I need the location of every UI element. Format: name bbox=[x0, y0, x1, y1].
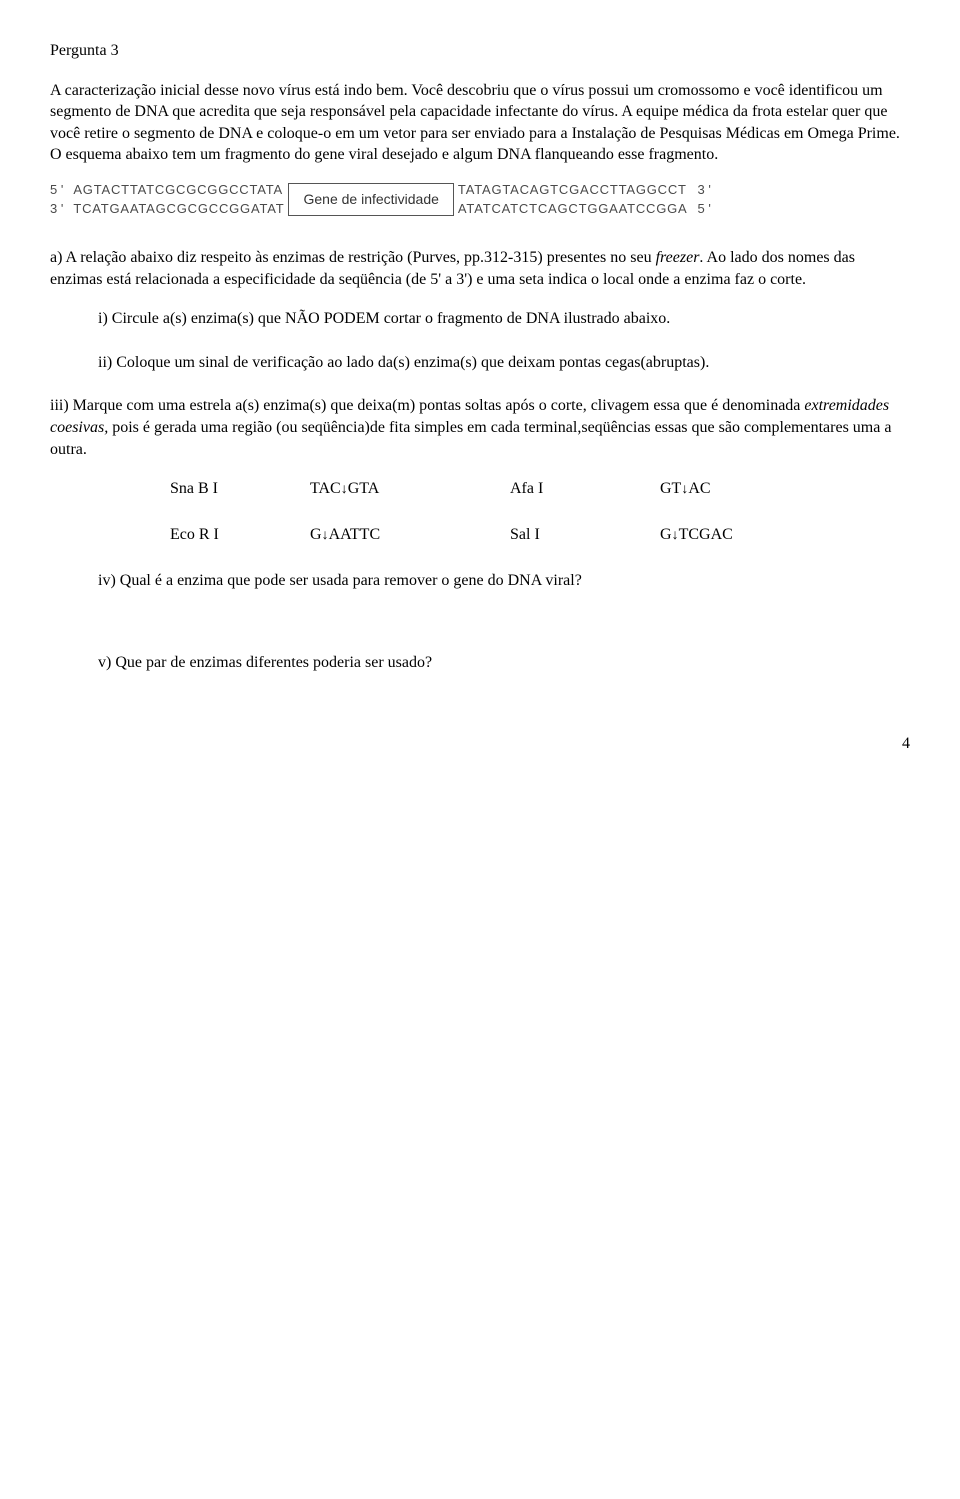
right-sequence-column: TATAGTACAGTCGACCTTAGGCCT ATATCATCTCAGCTG… bbox=[458, 180, 688, 219]
seq-part: TAC bbox=[310, 480, 341, 497]
page-number: 4 bbox=[50, 733, 910, 755]
sub-question-iii: iii) Marque com uma estrela a(s) enzima(… bbox=[50, 395, 910, 460]
prime-label: 5 ' bbox=[50, 180, 63, 200]
seq-part: AATTC bbox=[329, 526, 381, 543]
part-a-prefix: a) A relação abaixo diz respeito às enzi… bbox=[50, 249, 656, 266]
dna-sequence: AGTACTTATCGCGCGGCCTATA bbox=[73, 180, 284, 200]
sub-question-v: v) Que par de enzimas diferentes poderia… bbox=[98, 652, 910, 674]
part-a-italic: freezer bbox=[656, 249, 700, 266]
enzyme-sequence: G↓AATTC bbox=[310, 524, 510, 546]
seq-part: G bbox=[660, 526, 672, 543]
sub-question-ii: ii) Coloque um sinal de verificação ao l… bbox=[98, 352, 870, 374]
enzyme-name: Afa I bbox=[510, 478, 660, 500]
enzyme-name: Sna B I bbox=[170, 478, 310, 500]
enzyme-sequence: TAC↓GTA bbox=[310, 478, 510, 500]
part-a-text: a) A relação abaixo diz respeito às enzi… bbox=[50, 247, 910, 290]
prime-label: 5 ' bbox=[698, 199, 711, 219]
sub-question-i: i) Circule a(s) enzima(s) que NÃO PODEM … bbox=[98, 308, 870, 330]
enzyme-sequence: G↓TCGAC bbox=[660, 524, 810, 546]
prime-label: 3 ' bbox=[50, 199, 63, 219]
dna-sequence: TATAGTACAGTCGACCTTAGGCCT bbox=[458, 180, 688, 200]
seq-part: GTA bbox=[348, 480, 380, 497]
seq-part: TCGAC bbox=[679, 526, 733, 543]
question-heading: Pergunta 3 bbox=[50, 40, 910, 62]
enzyme-name: Eco R I bbox=[170, 524, 310, 546]
seq-part: G bbox=[310, 526, 322, 543]
dna-sequence: ATATCATCTCAGCTGGAATCCGGA bbox=[458, 199, 688, 219]
sub-iii-prefix: iii) Marque com uma estrela a(s) enzima(… bbox=[50, 397, 804, 414]
enzyme-row: Eco R I G↓AATTC Sal I G↓TCGAC bbox=[170, 524, 910, 546]
left-prime-column: 5 ' 3 ' bbox=[50, 180, 63, 219]
left-sequence-column: AGTACTTATCGCGCGGCCTATA TCATGAATAGCGCGCCG… bbox=[73, 180, 284, 219]
enzyme-table: Sna B I TAC↓GTA Afa I GT↓AC Eco R I G↓AA… bbox=[170, 478, 910, 546]
sub-iii-suffix: pois é gerada uma região (ou seqüência)d… bbox=[50, 419, 891, 458]
dna-diagram: 5 ' 3 ' AGTACTTATCGCGCGGCCTATA TCATGAATA… bbox=[50, 180, 910, 219]
main-paragraph: A caracterização inicial desse novo víru… bbox=[50, 80, 910, 166]
cut-arrow-icon: ↓ bbox=[672, 528, 679, 543]
enzyme-row: Sna B I TAC↓GTA Afa I GT↓AC bbox=[170, 478, 910, 500]
gene-box: Gene de infectividade bbox=[288, 183, 453, 216]
right-prime-column: 3 ' 5 ' bbox=[698, 180, 711, 219]
enzyme-name: Sal I bbox=[510, 524, 660, 546]
prime-label: 3 ' bbox=[698, 180, 711, 200]
cut-arrow-icon: ↓ bbox=[322, 528, 329, 543]
enzyme-sequence: GT↓AC bbox=[660, 478, 810, 500]
seq-part: AC bbox=[688, 480, 710, 497]
cut-arrow-icon: ↓ bbox=[341, 482, 348, 497]
dna-sequence: TCATGAATAGCGCGCCGGATAT bbox=[73, 199, 284, 219]
sub-question-iv: iv) Qual é a enzima que pode ser usada p… bbox=[98, 570, 910, 592]
seq-part: GT bbox=[660, 480, 681, 497]
